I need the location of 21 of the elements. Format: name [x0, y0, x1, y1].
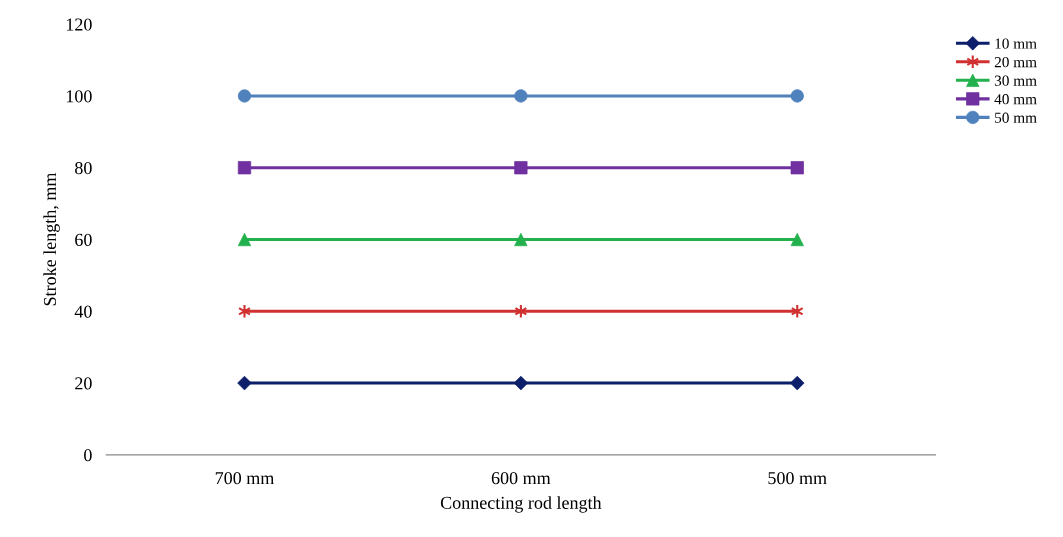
y-tick-label: 100 [66, 90, 92, 103]
point [790, 161, 804, 175]
legend-label: 50 mm [995, 112, 1037, 123]
x-tick-label: 500 mm [768, 472, 827, 485]
y-axis-title: Stroke length, mm [43, 172, 60, 306]
y-tick-label: 80 [75, 161, 92, 175]
y-tick-label: 20 [75, 377, 92, 390]
legend-label: 20 mm [994, 56, 1037, 68]
legend-label: 30 mm [994, 75, 1037, 86]
x-tick-label: 700 mm [215, 472, 275, 485]
legend-label: 10 mm [995, 38, 1037, 49]
y-tick-label: 60 [75, 233, 92, 246]
point [237, 375, 252, 391]
y-tick-label: 120 [66, 18, 92, 31]
y-tick-label: 0 [84, 449, 92, 462]
x-axis-title: Connecting rod length [440, 496, 602, 513]
point [238, 303, 251, 319]
legend-label: 40 mm [994, 94, 1037, 105]
point [237, 232, 252, 247]
x-tick-label: 600 mm [491, 472, 551, 485]
y-tick-label: 40 [74, 305, 92, 318]
